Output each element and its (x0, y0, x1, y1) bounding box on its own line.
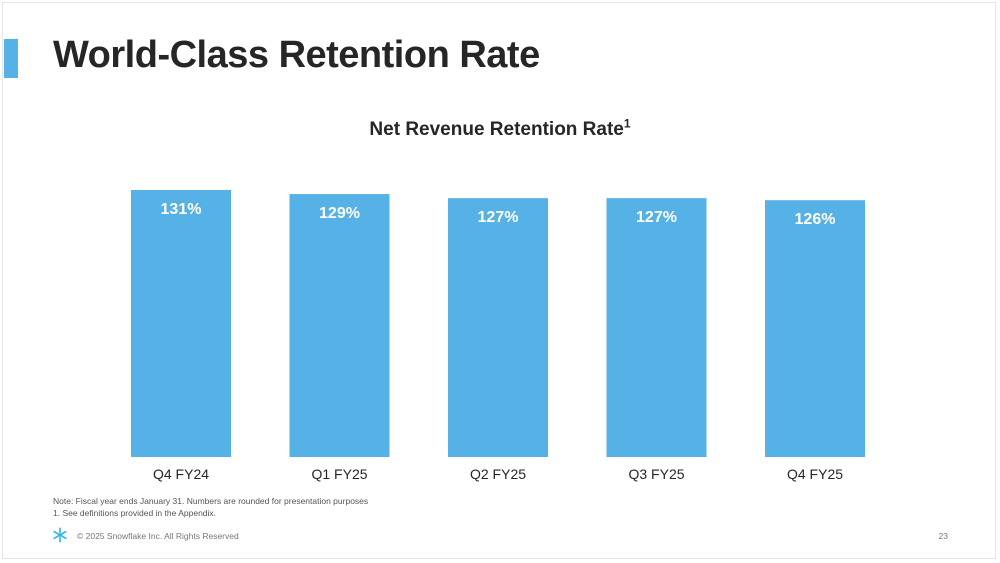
chart-title-footnote-marker: 1 (623, 116, 631, 131)
copyright-text: © 2025 Snowflake Inc. All Rights Reserve… (77, 531, 239, 541)
bar-q4-fy24 (131, 190, 231, 457)
chart-title-text: Net Revenue Retention Rate (369, 119, 624, 140)
bar-q4-fy25 (765, 200, 865, 457)
page-number: 23 (938, 531, 948, 541)
x-tick-label: Q2 FY25 (470, 466, 526, 482)
data-label-q4-fy24: 131% (161, 201, 202, 218)
page-title: World-Class Retention Rate (53, 34, 540, 76)
data-label-q3-fy25: 127% (636, 209, 677, 226)
footnotes: Note: Fiscal year ends January 31. Numbe… (53, 495, 368, 519)
chart-title: Net Revenue Retention Rate1 (0, 116, 1000, 141)
x-tick-label: Q3 FY25 (628, 466, 684, 482)
bar-q1-fy25 (289, 194, 390, 457)
x-tick-label: Q1 FY25 (311, 466, 367, 482)
bar-q3-fy25 (606, 198, 707, 458)
data-label-q1-fy25: 129% (319, 205, 360, 222)
bar-q2-fy25 (448, 198, 548, 458)
data-label-q2-fy25: 127% (478, 209, 519, 226)
appendix-note: 1. See definitions provided in the Appen… (53, 508, 217, 518)
x-tick-label: Q4 FY24 (153, 466, 209, 482)
snowflake-logo-icon (53, 527, 67, 543)
x-tick-label: Q4 FY25 (787, 466, 843, 482)
fiscal-year-note: Note: Fiscal year ends January 31. Numbe… (53, 496, 369, 506)
data-label-q4-fy25: 126% (795, 211, 836, 228)
title-accent-bar (4, 39, 18, 78)
